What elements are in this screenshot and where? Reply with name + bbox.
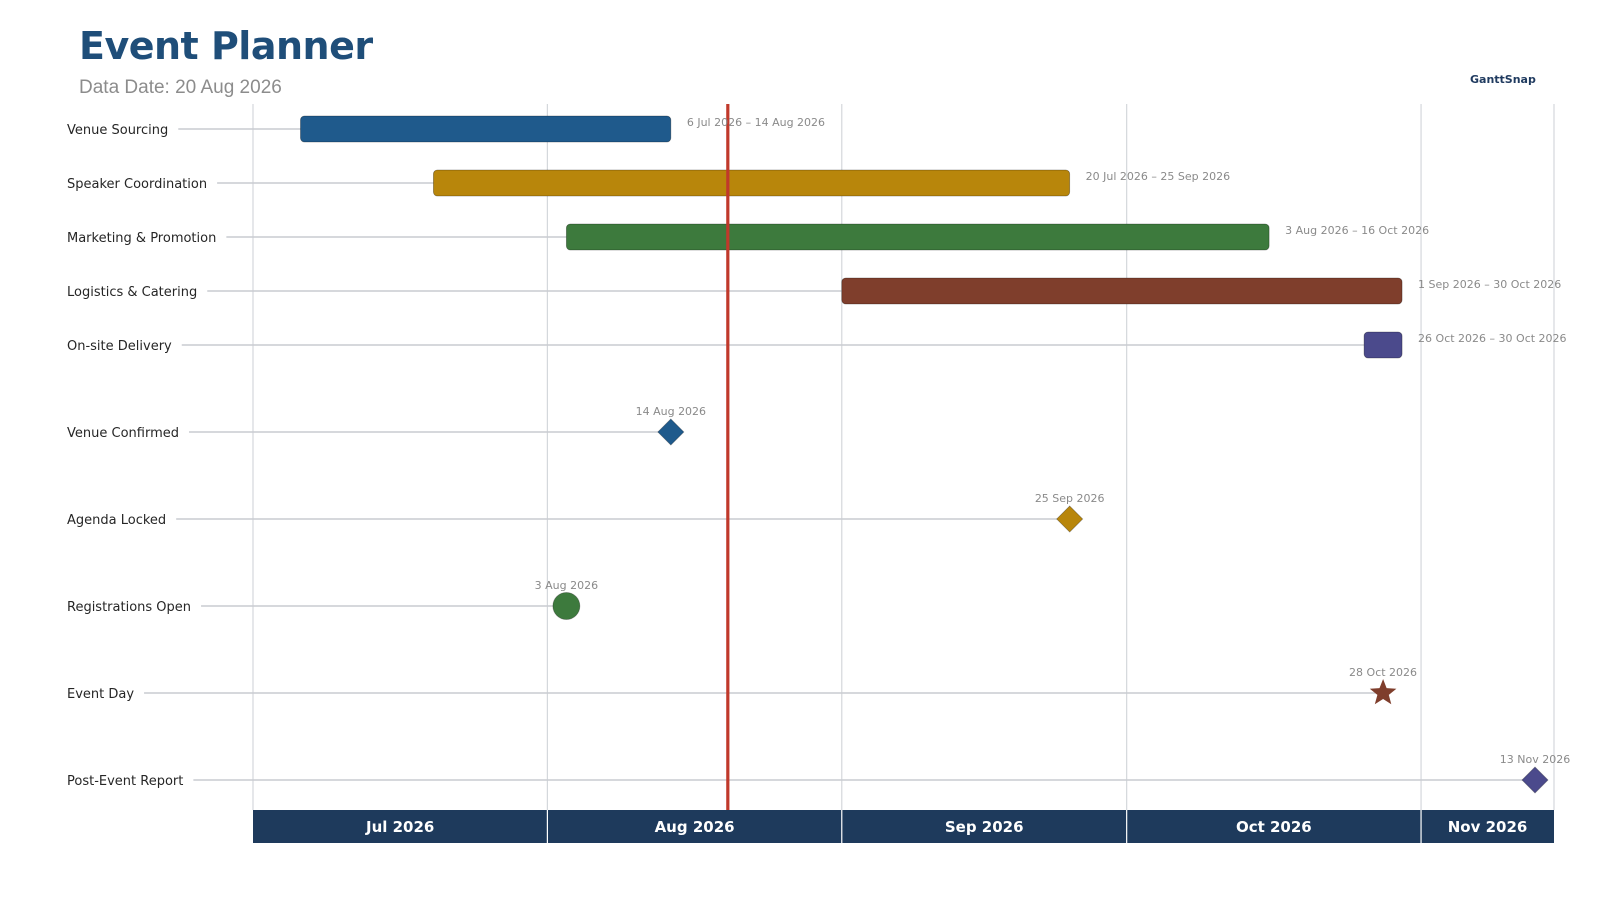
month-header-cell (1421, 810, 1554, 843)
task-date-range: 26 Oct 2026 – 30 Oct 2026 (1418, 332, 1567, 345)
month-label: Nov 2026 (1448, 818, 1528, 836)
task-bar (841, 277, 1403, 305)
task-date-range: 1 Sep 2026 – 30 Oct 2026 (1418, 278, 1561, 291)
grid-lines (252, 104, 1555, 810)
task-date-range: 3 Aug 2026 – 16 Oct 2026 (1285, 224, 1429, 237)
month-header-cell (1126, 810, 1422, 843)
task-date-range: 6 Jul 2026 – 14 Aug 2026 (687, 116, 825, 129)
brand-logo: GanttSnap (1470, 73, 1536, 86)
milestone-diamond (657, 418, 685, 446)
chart-marks (300, 115, 1549, 794)
row-label: Registrations Open (67, 600, 191, 615)
row-guide-lines (144, 128, 1536, 781)
month-label: Oct 2026 (1236, 818, 1312, 836)
month-label: Jul 2026 (365, 818, 434, 836)
row-label: Agenda Locked (67, 513, 166, 528)
milestone-date-label: 25 Sep 2026 (1035, 492, 1105, 505)
milestone-date-label: 28 Oct 2026 (1349, 666, 1417, 679)
milestone-diamond (1056, 505, 1084, 533)
row-label: On-site Delivery (67, 339, 172, 354)
data-date-subtitle: Data Date: 20 Aug 2026 (79, 77, 282, 98)
task-bar (565, 223, 1270, 251)
month-header-cell (841, 810, 1127, 843)
row-label: Event Day (67, 687, 134, 702)
milestone-star (1369, 679, 1397, 705)
month-header: Jul 2026 Aug 2026 Sep 2026 Oct 2026 Nov 2026 (253, 810, 1554, 843)
task-date-range: 20 Jul 2026 – 25 Sep 2026 (1086, 170, 1230, 183)
month-label: Sep 2026 (945, 818, 1024, 836)
milestone-date-label: 13 Nov 2026 (1500, 753, 1570, 766)
row-label: Speaker Coordination (67, 177, 207, 192)
row-label: Venue Confirmed (67, 426, 179, 441)
row-label: Post-Event Report (67, 774, 183, 789)
milestone-diamond (1521, 766, 1549, 794)
task-bar (300, 115, 672, 143)
row-label: Venue Sourcing (67, 123, 168, 138)
month-header-cell (547, 810, 842, 843)
month-label: Aug 2026 (655, 818, 735, 836)
milestone-circle (552, 592, 581, 620)
row-label: Logistics & Catering (67, 285, 197, 300)
month-header-cell (253, 810, 548, 843)
row-label: Marketing & Promotion (67, 231, 216, 246)
page-title: Event Planner (79, 24, 373, 68)
task-bar (433, 169, 1071, 197)
milestone-date-label: 14 Aug 2026 (636, 405, 706, 418)
chart-labels: Venue Sourcing 6 Jul 2026 – 14 Aug 2026 Sp… (67, 116, 1570, 789)
milestone-date-label: 3 Aug 2026 (535, 579, 598, 592)
task-bar (1363, 331, 1403, 359)
